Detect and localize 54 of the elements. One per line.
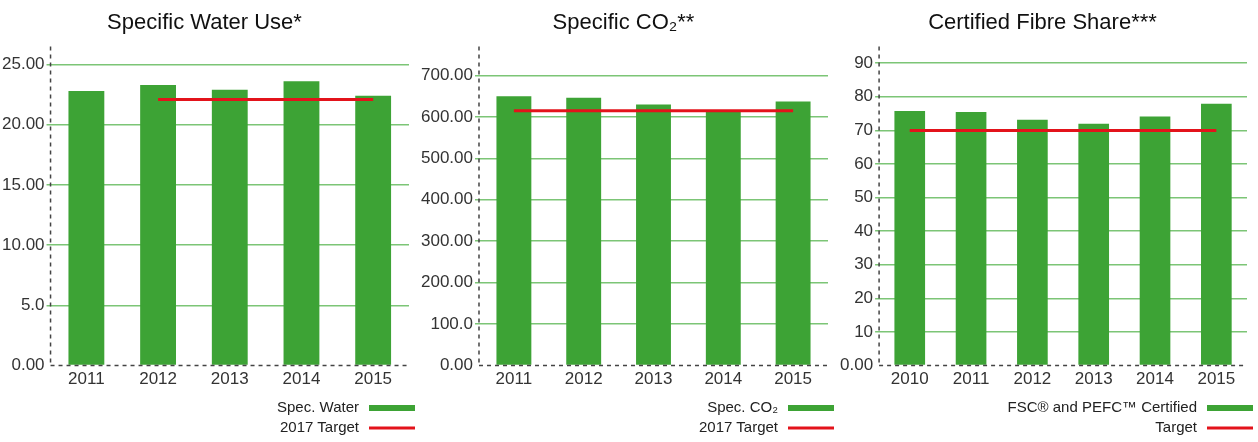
y-tick-label: 15.00 [1,174,45,194]
x-tick-label: 2012 [139,369,177,389]
y-tick-label: 100.0 [430,313,473,333]
y-tick-label: 80 [854,86,874,106]
y-tick-label: 200.00 [421,272,473,292]
y-tick-label: 300.00 [421,230,473,250]
legend-label: Spec. CO₂ [707,398,779,416]
x-tick-label: 2013 [1074,369,1113,389]
y-tick-label: 70 [854,120,874,140]
x-tick-label: 2012 [1013,369,1052,389]
x-tick-label: 2011 [68,369,105,389]
y-tick-label: 25.00 [1,54,45,74]
x-tick-label: 2011 [952,369,990,389]
x-tick-label: 2015 [354,369,393,389]
y-tick-label: 20.00 [1,114,45,134]
legend-label: 2017 Target [699,418,779,436]
y-tick-label: 90 [854,52,874,72]
x-tick-label: 2013 [210,369,249,389]
y-tick-label: 10.00 [1,234,45,254]
chart-title: Specific CO₂** [552,9,695,35]
y-tick-label: 0.00 [439,355,473,375]
y-tick-label: 60 [854,153,874,173]
x-tick-label: 2011 [495,369,533,389]
x-tick-label: 2013 [634,369,673,389]
bar [496,96,532,365]
y-tick-label: 500.00 [421,148,473,168]
legend-label: Target [1155,418,1198,436]
y-tick-label: 600.00 [421,106,473,126]
y-tick-label: 30 [854,254,874,274]
y-tick-label: 20 [854,288,874,308]
bar [705,110,741,365]
y-tick-label: 40 [854,220,874,240]
x-tick-label: 2010 [890,369,929,389]
y-tick-label: 0.00 [11,355,45,375]
y-tick-label: 50 [854,187,874,207]
x-tick-label: 2014 [1136,369,1174,389]
legend-label: FSC® and PEFC™ Certified [1007,398,1197,416]
legend-label: 2017 Target [280,418,360,436]
bar [636,104,671,365]
x-tick-label: 2015 [774,369,813,389]
y-tick-label: 0.00 [839,355,874,375]
chart-title: Specific Water Use* [107,9,303,35]
chart-title: Certified Fibre Share*** [928,9,1158,35]
y-tick-label: 5.0 [20,295,45,315]
legend-label: Spec. Water [277,398,359,416]
bar [775,101,811,365]
x-tick-label: 2014 [704,369,743,389]
bar [566,97,602,365]
x-tick-label: 2012 [564,369,603,389]
x-tick-label: 2015 [1197,369,1236,389]
y-tick-label: 400.00 [421,189,473,209]
x-tick-label: 2014 [282,369,321,389]
y-tick-label: 10 [854,321,874,341]
y-tick-label: 700.00 [421,65,473,85]
